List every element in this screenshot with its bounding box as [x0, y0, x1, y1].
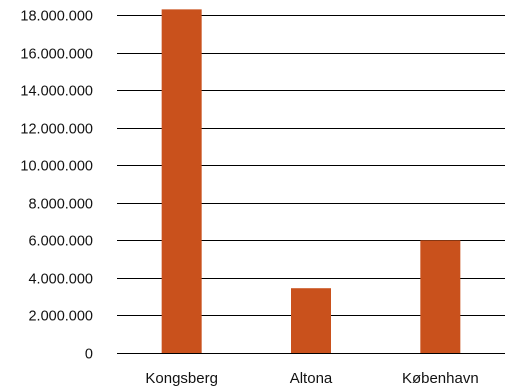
x-axis-category-labels: Kongsberg Altona København	[145, 370, 478, 387]
y-tick-label: 2.000.000	[28, 309, 93, 325]
y-tick-label: 14.000.000	[20, 84, 93, 100]
bar-altona	[291, 288, 331, 353]
y-tick-label: 18.000.000	[20, 9, 93, 25]
y-tick-label: 10.000.000	[20, 159, 93, 175]
y-tick-label: 8.000.000	[28, 197, 93, 213]
y-tick-label: 16.000.000	[20, 47, 93, 63]
x-category-label: København	[402, 370, 479, 387]
x-category-label: Altona	[290, 370, 333, 387]
y-tick-label: 0	[85, 347, 93, 363]
y-tick-label: 4.000.000	[28, 272, 93, 288]
bar-kongsberg	[161, 9, 202, 353]
y-axis-tick-labels: 0 2.000.000 4.000.000 6.000.000 8.000.000 10.…	[20, 9, 93, 363]
bars	[161, 9, 461, 353]
x-category-label: Kongsberg	[145, 370, 218, 387]
bar-k-benhavn	[420, 240, 461, 353]
y-tick-label: 12.000.000	[20, 122, 93, 138]
y-tick-label: 6.000.000	[28, 234, 93, 250]
